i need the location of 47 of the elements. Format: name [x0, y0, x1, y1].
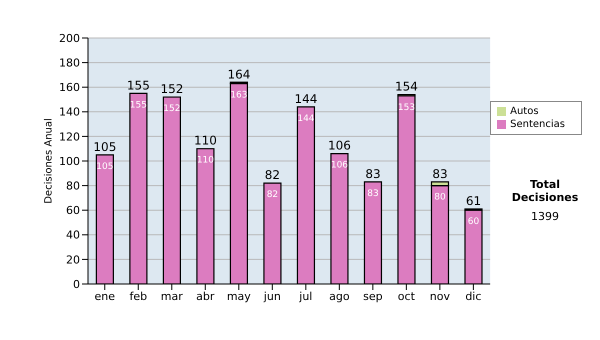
x-tick-label: oct: [398, 290, 416, 303]
y-tick-label: 60: [66, 204, 80, 218]
data-label: 60: [468, 217, 480, 228]
x-tick-label: dic: [465, 290, 482, 303]
y-tick-label: 20: [66, 253, 80, 266]
total-label: 144: [294, 92, 318, 106]
x-tick-label: feb: [129, 290, 148, 303]
total-label: 164: [227, 67, 250, 82]
x-tick-label: abr: [196, 290, 215, 303]
legend-label: Sentencias: [510, 119, 565, 130]
y-axis-title: Decisiones Anual: [44, 118, 55, 204]
x-tick-label: nov: [430, 290, 450, 303]
total-label: 105: [93, 140, 116, 154]
data-label: 83: [367, 188, 379, 199]
total-label: 106: [328, 138, 351, 153]
total-label: 83: [432, 166, 448, 181]
data-label: 153: [398, 102, 416, 113]
y-tick-label: 160: [59, 81, 80, 94]
total-label: 154: [395, 80, 418, 94]
data-label: 80: [434, 192, 446, 203]
x-tick-label: jun: [262, 290, 281, 303]
total-label: 83: [365, 166, 381, 181]
total-label: 82: [264, 168, 280, 182]
y-tick-label: 80: [66, 180, 80, 193]
y-tick-label: 100: [59, 154, 80, 168]
y-tick-label: 180: [59, 56, 80, 70]
x-tick-label: sep: [363, 290, 383, 303]
total-label: 61: [466, 194, 482, 208]
x-tick-label: jul: [298, 290, 312, 303]
x-tick-label: mar: [160, 290, 184, 303]
text: Total Decisiones: [510, 178, 580, 204]
total-label: 152: [160, 82, 184, 96]
text: 1399: [530, 210, 560, 223]
y-tick-label: 40: [66, 228, 80, 242]
data-label: 82: [266, 190, 278, 200]
total-label: 110: [194, 134, 217, 148]
legend-label: Autos: [510, 106, 539, 117]
y-tick-label: 0: [73, 278, 80, 291]
y-tick-label: 200: [59, 32, 80, 45]
data-label: 144: [297, 114, 315, 124]
x-tick-label: ago: [329, 290, 350, 303]
x-tick-label: may: [226, 290, 252, 303]
x-tick-label: ene: [94, 290, 116, 303]
total-label: 155: [126, 78, 150, 92]
y-tick-label: 140: [59, 106, 80, 119]
data-label: 106: [330, 160, 348, 171]
y-tick-label: 120: [59, 130, 80, 144]
